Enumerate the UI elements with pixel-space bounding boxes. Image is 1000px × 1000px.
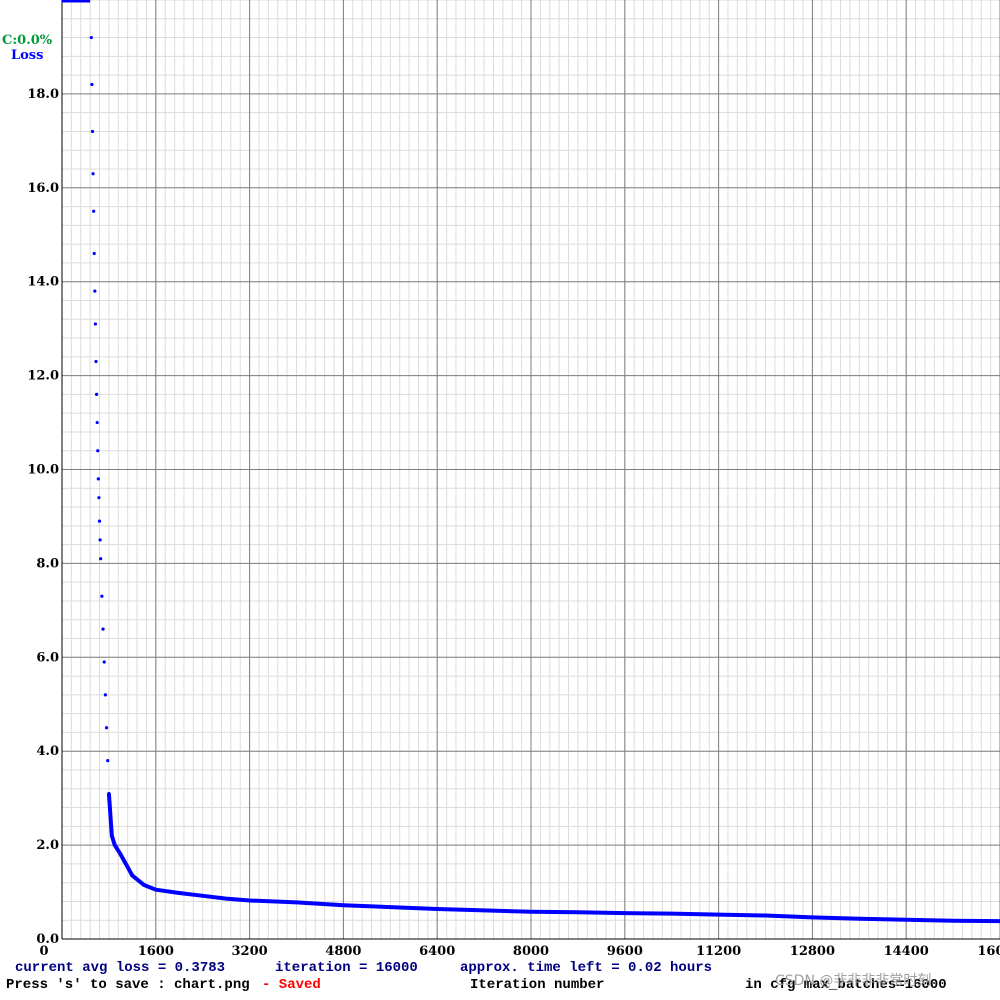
- legend-loss: Loss: [11, 48, 44, 63]
- loss-point: [94, 392, 99, 396]
- loss-line: [106, 793, 1000, 924]
- y-tick-label: 0.0: [36, 932, 59, 947]
- loss-point: [90, 82, 94, 87]
- y-tick-label: 4.0: [36, 744, 59, 759]
- loss-point: [89, 35, 93, 40]
- loss-point: [103, 693, 107, 697]
- loss-point: [100, 594, 104, 598]
- loss-point: [94, 359, 98, 364]
- series-layer: [62, 0, 1000, 924]
- x-axis-ticks: 0 1600 3200 4800 6400 8000 9600 11200 12800 14400…: [39, 944, 1000, 959]
- loss-point: [106, 758, 110, 763]
- y-tick-label: 8.0: [36, 556, 59, 571]
- loss-point: [97, 496, 101, 500]
- x-tick-label: 16000: [977, 944, 1000, 959]
- x-tick-label: 12800: [790, 944, 835, 959]
- x-tick-label: 4800: [325, 944, 361, 959]
- y-tick-label: 14.0: [27, 275, 59, 290]
- x-axis-title: Iteration number: [470, 977, 605, 993]
- y-tick-label: 6.0: [36, 650, 59, 665]
- loss-point: [96, 449, 100, 453]
- loss-point: [91, 172, 95, 176]
- loss-point: [97, 519, 102, 523]
- x-tick-label: 0: [39, 944, 48, 959]
- y-tick-label: 10.0: [27, 463, 59, 478]
- loss-point: [102, 660, 106, 664]
- watermark: CSDN @非非非非常时刻: [775, 973, 932, 989]
- y-tick-label: 18.0: [27, 87, 59, 102]
- x-tick-label: 14400: [884, 944, 929, 959]
- time-left-text: approx. time left = 0.02 hours: [460, 960, 713, 976]
- grid-major: [61, 0, 1000, 940]
- loss-point: [96, 477, 100, 481]
- loss-point: [95, 420, 99, 425]
- loss-point: [93, 322, 98, 326]
- loss-point: [104, 726, 109, 730]
- x-tick-label: 3200: [232, 944, 268, 959]
- loss-point: [92, 251, 96, 256]
- x-tick-label: 9600: [607, 944, 643, 959]
- loss-point: [98, 538, 102, 542]
- loss-point: [92, 209, 96, 213]
- legend-accuracy: C:0.0%: [2, 33, 53, 48]
- loss-point: [101, 627, 105, 631]
- x-tick-label: 1600: [138, 944, 174, 959]
- loss-point: [93, 289, 97, 293]
- iteration-text: iteration = 16000: [275, 960, 418, 976]
- y-axis-ticks: 0.0 2.0 4.0 6.0 8.0 10.0 12.0 14.0 16.0 18.0: [27, 87, 59, 947]
- y-tick-label: 2.0: [36, 838, 59, 853]
- loss-point: [90, 129, 95, 134]
- y-tick-label: 16.0: [27, 181, 59, 196]
- x-tick-label: 11200: [696, 944, 741, 959]
- avg-loss-text: current avg loss = 0.3783: [15, 960, 226, 976]
- x-tick-label: 6400: [419, 944, 455, 959]
- max-batches-text: in cfg max_batches=16000: [745, 977, 947, 993]
- loss-point: [99, 557, 103, 561]
- saved-status: - Saved: [262, 977, 321, 993]
- y-tick-label: 12.0: [27, 369, 59, 384]
- x-tick-label: 8000: [513, 944, 549, 959]
- save-hint-text: Press 's' to save : chart.png: [6, 977, 250, 993]
